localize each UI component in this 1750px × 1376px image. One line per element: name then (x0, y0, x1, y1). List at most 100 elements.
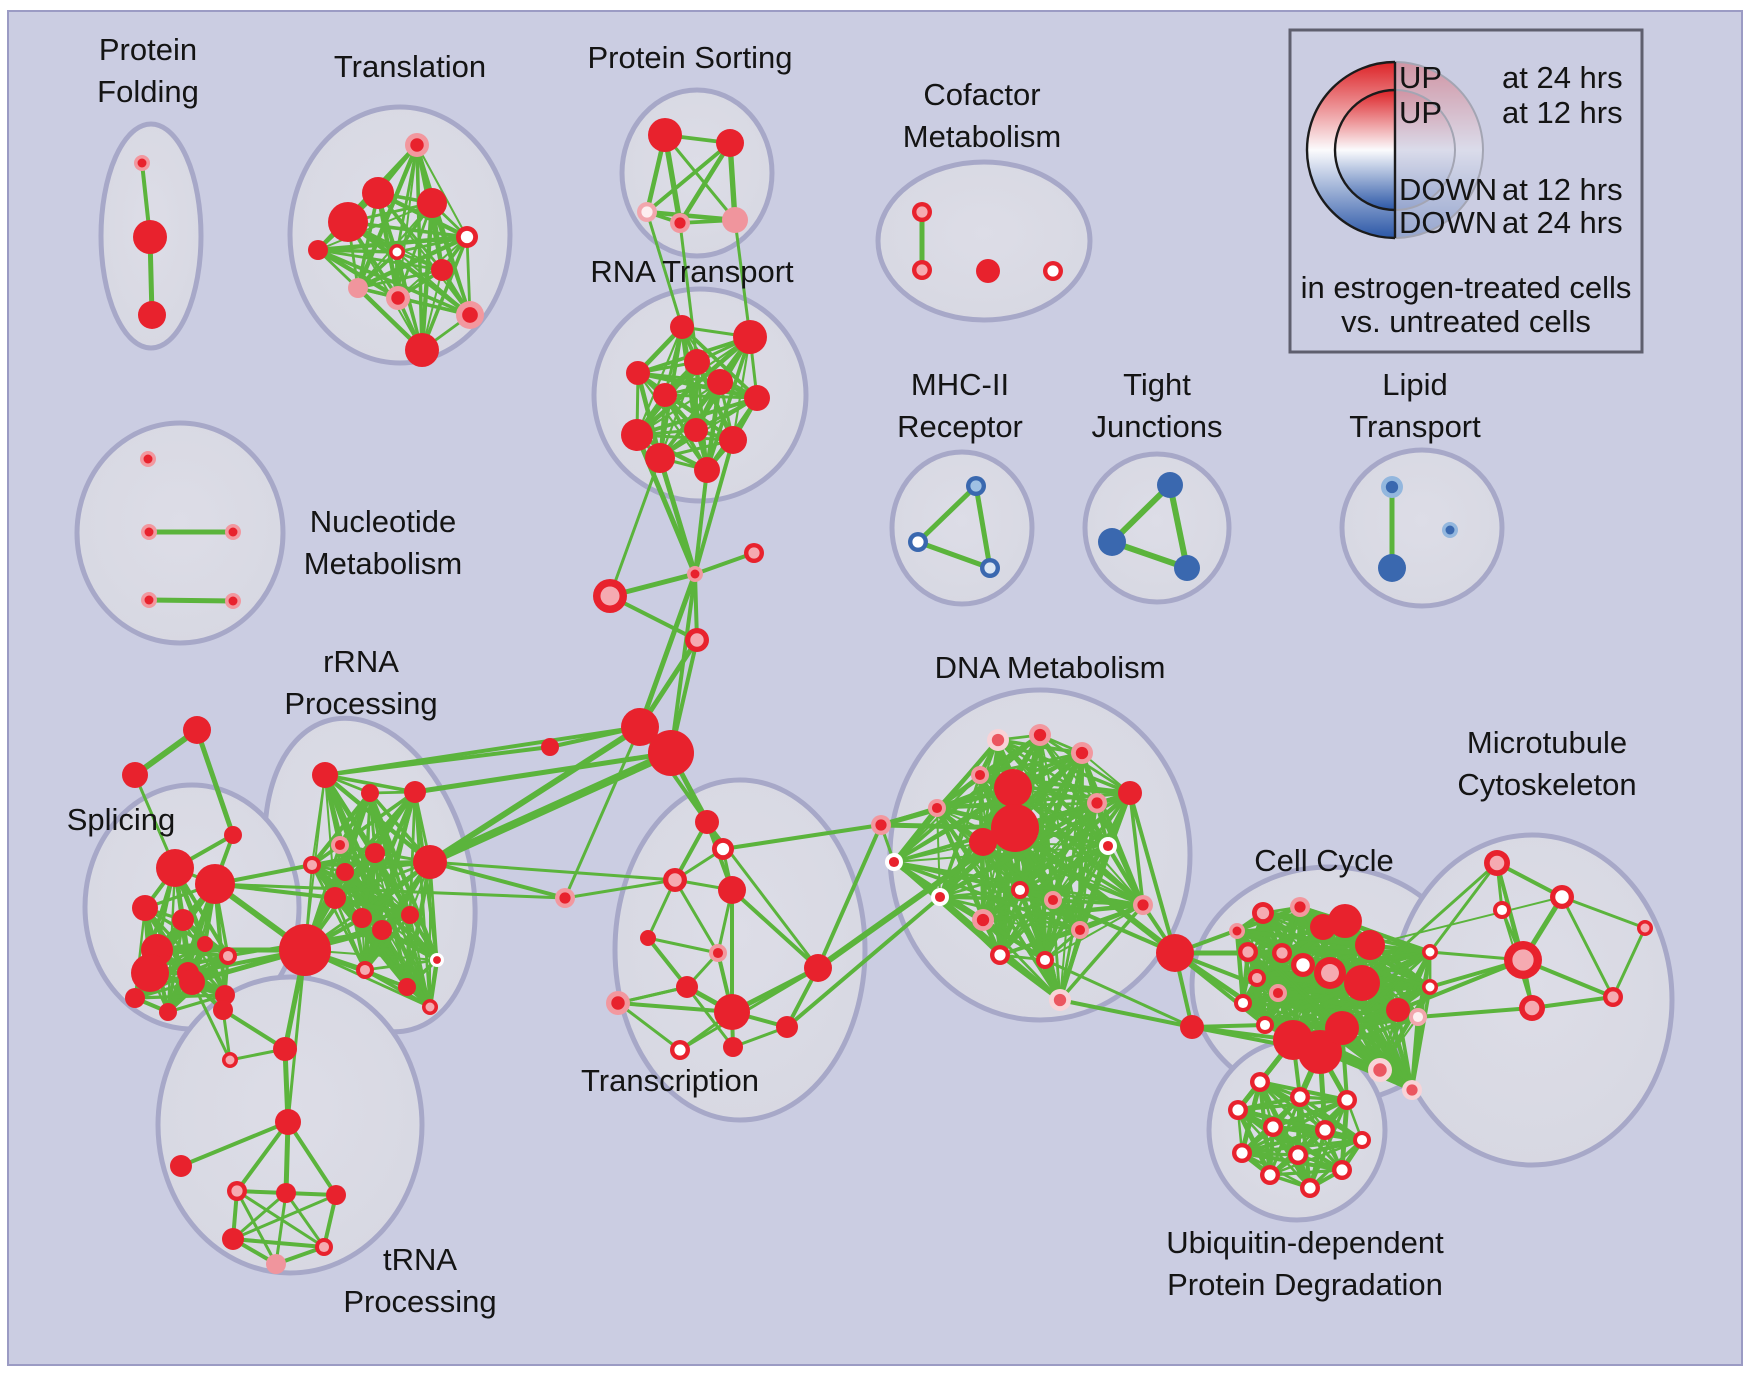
node-rp[interactable] (1252, 902, 1274, 924)
node-pp[interactable] (348, 278, 368, 298)
node-rr[interactable] (723, 1037, 743, 1057)
node-bb[interactable] (1098, 528, 1126, 556)
node-rw[interactable] (670, 1040, 690, 1060)
node-rr[interactable] (994, 769, 1032, 807)
node-rw[interactable] (1353, 1131, 1371, 1149)
node-pr[interactable] (386, 286, 410, 310)
node-pr[interactable] (687, 566, 703, 582)
node-rr[interactable] (670, 315, 694, 339)
node-pr[interactable] (971, 766, 989, 784)
node-rp[interactable] (1238, 942, 1258, 962)
node-rr[interactable] (275, 1109, 301, 1135)
node-rr[interactable] (541, 738, 559, 756)
node-rr[interactable] (308, 240, 328, 260)
node-rr[interactable] (133, 220, 167, 254)
node-rr[interactable] (365, 843, 385, 863)
node-rr[interactable] (324, 887, 346, 909)
node-pr[interactable] (1071, 742, 1093, 764)
node-rr[interactable] (744, 385, 770, 411)
node-rr[interactable] (684, 349, 710, 375)
node-lr[interactable] (987, 729, 1009, 751)
node-rw[interactable] (1232, 1143, 1252, 1163)
node-pr[interactable] (555, 888, 575, 908)
node-pp[interactable] (722, 207, 748, 233)
node-wr[interactable] (931, 888, 949, 906)
node-rr[interactable] (156, 849, 194, 887)
node-rr[interactable] (312, 762, 338, 788)
node-rr[interactable] (352, 908, 372, 928)
node-rr[interactable] (1355, 930, 1385, 960)
node-pr[interactable] (225, 593, 241, 609)
node-rr[interactable] (159, 1003, 177, 1021)
node-rw[interactable] (1550, 885, 1574, 909)
node-rr[interactable] (195, 864, 235, 904)
node-rr[interactable] (719, 426, 747, 454)
node-pr[interactable] (140, 451, 156, 467)
node-pr[interactable] (1044, 891, 1062, 909)
node-rr[interactable] (707, 369, 733, 395)
node-rw[interactable] (1332, 1160, 1352, 1180)
node-rr[interactable] (131, 954, 169, 992)
node-pr[interactable] (606, 991, 630, 1015)
node-rp[interactable] (356, 961, 374, 979)
node-pr[interactable] (1290, 897, 1310, 917)
node-rr[interactable] (404, 781, 426, 803)
node-bb[interactable] (1157, 472, 1183, 498)
node-rp[interactable] (593, 579, 627, 613)
node-lb[interactable] (1381, 476, 1403, 498)
node-rr[interactable] (398, 978, 416, 996)
node-rr[interactable] (279, 924, 331, 976)
node-rr[interactable] (684, 418, 708, 442)
node-bb[interactable] (1174, 555, 1200, 581)
node-bl[interactable] (966, 476, 986, 496)
node-lr[interactable] (1402, 1080, 1422, 1100)
node-rw[interactable] (1288, 1145, 1308, 1165)
node-rw[interactable] (1493, 901, 1511, 919)
node-rw[interactable] (1011, 881, 1029, 899)
node-rp[interactable] (303, 856, 321, 874)
node-rr[interactable] (417, 188, 447, 218)
node-rp[interactable] (422, 999, 438, 1015)
node-rr[interactable] (170, 1155, 192, 1177)
node-rp[interactable] (744, 543, 764, 563)
node-rw[interactable] (1422, 979, 1438, 995)
node-rp[interactable] (912, 202, 932, 222)
node-rr[interactable] (1328, 904, 1362, 938)
node-pr[interactable] (134, 155, 150, 171)
node-rw[interactable] (389, 244, 405, 260)
node-pr[interactable] (1071, 921, 1089, 939)
node-pr[interactable] (670, 213, 690, 233)
node-pr[interactable] (456, 301, 484, 329)
node-rr[interactable] (276, 1183, 296, 1203)
node-pr[interactable] (709, 944, 727, 962)
node-rr[interactable] (122, 762, 148, 788)
node-rp[interactable] (912, 260, 932, 280)
node-rr[interactable] (718, 876, 746, 904)
node-rw[interactable] (1036, 951, 1054, 969)
node-rp[interactable] (1519, 995, 1545, 1021)
node-rw[interactable] (1260, 1165, 1280, 1185)
node-rr[interactable] (326, 1185, 346, 1205)
node-lr[interactable] (1368, 1058, 1392, 1082)
node-rr[interactable] (401, 906, 419, 924)
node-pr[interactable] (141, 592, 157, 608)
node-rr[interactable] (215, 985, 235, 1005)
node-rr[interactable] (328, 202, 368, 242)
node-rr[interactable] (1325, 1011, 1359, 1045)
node-rr[interactable] (132, 895, 158, 921)
node-rp[interactable] (685, 628, 709, 652)
node-pr[interactable] (225, 524, 241, 540)
node-rp[interactable] (1272, 943, 1292, 963)
node-rr[interactable] (976, 259, 1000, 283)
node-rw[interactable] (1300, 1178, 1320, 1198)
node-bw[interactable] (908, 532, 928, 552)
node-rr[interactable] (694, 457, 720, 483)
node-rr[interactable] (1298, 1030, 1342, 1074)
node-rr[interactable] (969, 828, 997, 856)
node-lr[interactable] (1049, 989, 1071, 1011)
node-rr[interactable] (361, 784, 379, 802)
node-rw[interactable] (990, 945, 1010, 965)
node-lb[interactable] (1442, 522, 1458, 538)
node-rp[interactable] (1484, 850, 1510, 876)
node-rp[interactable] (1603, 987, 1623, 1007)
